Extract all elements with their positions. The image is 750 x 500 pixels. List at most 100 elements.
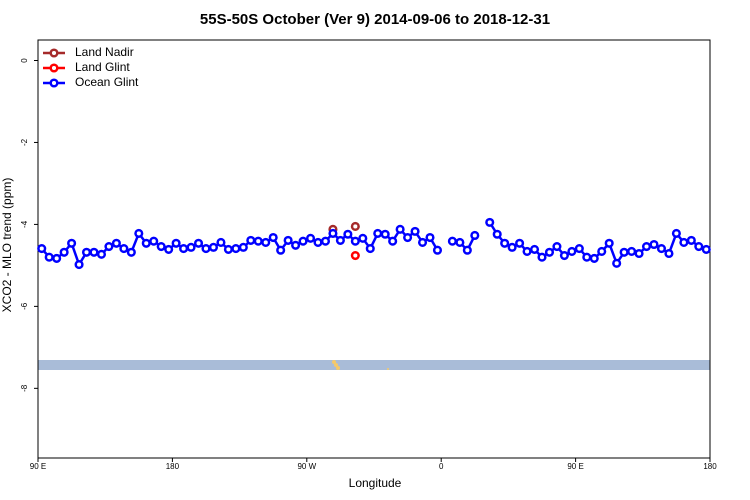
point <box>425 232 435 243</box>
x-tick-label: 180 <box>166 462 180 471</box>
point <box>134 228 144 238</box>
point <box>253 236 263 246</box>
legend-label: Ocean Glint <box>75 75 139 89</box>
point <box>447 236 457 246</box>
point <box>373 228 383 238</box>
point <box>417 237 428 247</box>
point <box>313 237 323 247</box>
legend-marker <box>49 78 59 88</box>
point <box>59 247 69 257</box>
point <box>462 245 472 255</box>
point <box>529 244 540 254</box>
point <box>291 240 301 250</box>
point <box>612 258 622 268</box>
point <box>455 237 465 247</box>
point <box>223 244 233 254</box>
point <box>567 246 577 257</box>
point <box>597 246 607 257</box>
point <box>515 238 525 248</box>
y-tick-label: -4 <box>20 220 29 228</box>
point <box>507 242 517 252</box>
point <box>365 244 375 254</box>
point <box>305 233 316 243</box>
point <box>559 251 569 261</box>
x-axis-label: Longitude <box>349 476 402 490</box>
point <box>500 238 510 248</box>
point <box>268 232 278 243</box>
point <box>701 244 711 254</box>
point <box>96 249 107 259</box>
land-dot <box>332 360 336 364</box>
land-strip <box>38 360 710 370</box>
x-tick-label: 90 E <box>567 462 583 471</box>
y-tick-label: -2 <box>20 138 29 146</box>
point <box>544 247 555 257</box>
point <box>89 247 99 257</box>
chart-title: 55S-50S October (Ver 9) 2014-09-06 to 20… <box>200 11 550 28</box>
point <box>81 247 92 257</box>
point <box>74 260 84 270</box>
y-tick-label: -8 <box>20 384 29 392</box>
point <box>582 252 592 262</box>
point <box>656 244 667 254</box>
legend-label: Land Nadir <box>75 45 134 59</box>
point <box>350 251 360 261</box>
point <box>470 230 480 241</box>
legend-label: Land Glint <box>75 60 130 74</box>
point <box>104 241 114 252</box>
point <box>410 226 420 236</box>
point <box>238 242 248 252</box>
point <box>634 248 644 259</box>
point <box>619 247 629 257</box>
point <box>522 246 532 257</box>
x-tick-label: 90 W <box>297 462 316 471</box>
point <box>67 238 77 248</box>
x-tick-label: 90 E <box>30 462 46 471</box>
point <box>328 228 338 238</box>
point <box>171 238 181 248</box>
land-dot <box>334 363 338 367</box>
point <box>395 224 405 234</box>
point <box>231 244 241 254</box>
legend-marker <box>49 48 59 58</box>
point <box>694 241 704 252</box>
land-dot <box>387 368 389 370</box>
point <box>350 236 360 246</box>
point <box>164 244 174 254</box>
point <box>432 245 443 255</box>
point <box>641 241 652 252</box>
point <box>156 241 166 252</box>
x-tick-label: 180 <box>703 462 717 471</box>
point <box>208 242 219 252</box>
point <box>276 245 286 255</box>
point <box>216 237 226 247</box>
point <box>403 232 413 243</box>
point <box>664 248 674 259</box>
x-tick-label: 0 <box>439 462 444 471</box>
point <box>649 239 659 250</box>
point <box>589 253 599 263</box>
point <box>671 228 681 238</box>
point <box>141 238 151 248</box>
point <box>111 238 121 248</box>
point <box>320 236 331 246</box>
point <box>679 237 689 247</box>
point <box>343 229 353 239</box>
point <box>246 235 256 245</box>
point <box>604 238 614 248</box>
point <box>574 244 584 254</box>
point <box>37 244 47 254</box>
point <box>201 244 211 254</box>
point <box>388 236 398 246</box>
point <box>52 253 62 263</box>
point <box>283 235 293 245</box>
point <box>186 242 196 252</box>
point <box>44 252 54 262</box>
point <box>492 229 502 239</box>
point <box>179 244 189 254</box>
point <box>149 236 159 246</box>
point <box>537 252 547 262</box>
point <box>358 233 368 243</box>
point <box>485 217 495 227</box>
